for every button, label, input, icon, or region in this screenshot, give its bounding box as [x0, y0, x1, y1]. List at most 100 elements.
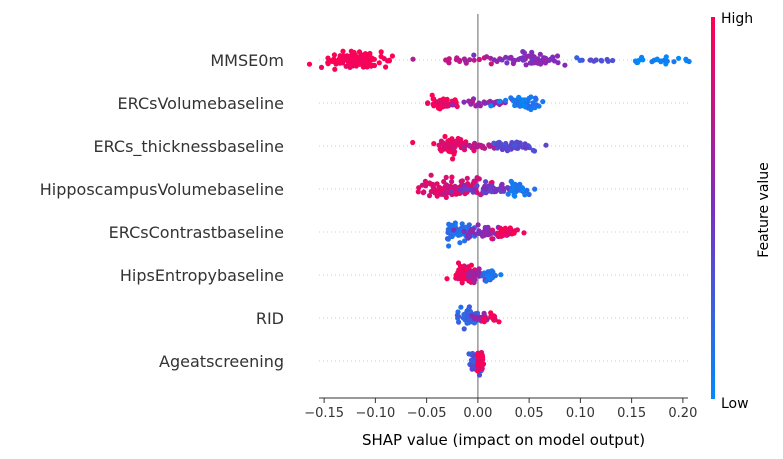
- shap-point: [488, 103, 494, 109]
- shap-point: [471, 279, 477, 286]
- shap-point: [489, 227, 496, 233]
- shap-point: [481, 315, 487, 322]
- shap-point: [344, 57, 351, 63]
- shap-point: [369, 57, 375, 63]
- colorbar-high-label: High: [721, 11, 753, 27]
- shap-point: [386, 58, 392, 64]
- shap-point: [480, 233, 486, 239]
- shap-point: [489, 182, 495, 189]
- shap-point: [498, 272, 504, 278]
- feature-labels: MMSE0m ERCsVolumebaseline ERCs_thicknessba…: [40, 51, 284, 371]
- shap-point: [461, 99, 467, 105]
- x-tick-label: 0.05: [515, 406, 544, 421]
- shap-point: [591, 58, 597, 64]
- shap-point: [523, 145, 529, 151]
- shap-point: [455, 276, 461, 282]
- shap-point: [445, 226, 451, 233]
- shap-point: [487, 98, 493, 104]
- shap-point: [458, 304, 464, 310]
- shap-point: [476, 228, 482, 234]
- shap-point: [471, 57, 477, 63]
- shap-point: [521, 230, 527, 236]
- shap-point: [491, 57, 497, 63]
- shap-point: [505, 191, 511, 197]
- shap-point: [470, 363, 476, 369]
- shap-point: [511, 230, 517, 236]
- shap-point: [482, 145, 488, 151]
- shap-point: [378, 49, 384, 55]
- shap-point: [504, 232, 510, 238]
- shap-point: [469, 312, 475, 319]
- shap-point: [425, 100, 431, 106]
- shap-point: [471, 52, 477, 58]
- shap-point: [389, 53, 395, 59]
- shap-point: [540, 99, 546, 105]
- shap-point: [362, 51, 368, 57]
- shap-point: [524, 187, 530, 193]
- shap-point: [495, 140, 501, 146]
- shap-point: [522, 192, 528, 198]
- shap-point: [505, 228, 511, 234]
- shap-point: [465, 306, 471, 312]
- shap-point: [434, 181, 440, 187]
- x-tick-label: −0.10: [355, 406, 395, 421]
- x-tick-label: 0.00: [463, 406, 492, 421]
- shap-point: [444, 189, 450, 195]
- shap-point: [331, 52, 337, 58]
- shap-point: [468, 262, 474, 268]
- shap-point: [427, 181, 433, 187]
- shap-point: [306, 61, 313, 67]
- shap-point: [522, 141, 528, 147]
- shap-point: [449, 174, 455, 180]
- shap-point: [514, 182, 520, 189]
- shap-point: [457, 186, 463, 192]
- shap-point: [454, 312, 460, 318]
- shap-point: [383, 64, 389, 70]
- shap-point: [654, 56, 660, 62]
- shap-point: [476, 56, 482, 63]
- x-tick-label: 0.20: [668, 406, 697, 421]
- shap-point: [426, 193, 433, 199]
- shap-point: [422, 178, 428, 184]
- shap-point: [474, 175, 480, 181]
- shap-point: [436, 142, 442, 148]
- shap-point: [640, 57, 646, 63]
- shap-point: [358, 55, 365, 61]
- shap-point: [463, 139, 469, 145]
- shap-point: [683, 56, 689, 62]
- shap-point: [457, 240, 463, 246]
- shap-point: [470, 143, 476, 149]
- shap-point: [498, 233, 504, 239]
- shap-point: [461, 228, 467, 235]
- shap-point: [348, 53, 354, 59]
- shap-points: [306, 48, 692, 378]
- shap-point: [528, 60, 535, 66]
- shap-point: [476, 362, 482, 368]
- shap-point: [461, 56, 467, 62]
- shap-point: [472, 273, 478, 279]
- shap-point: [528, 106, 534, 113]
- shap-point: [519, 99, 525, 105]
- shap-point: [318, 64, 325, 70]
- shap-point: [461, 263, 467, 269]
- shap-point: [499, 57, 505, 63]
- colorbar-low-label: Low: [721, 396, 749, 412]
- shap-point: [448, 143, 454, 149]
- shap-point: [361, 64, 367, 70]
- shap-point: [452, 222, 458, 228]
- shap-point: [476, 372, 483, 378]
- shap-point: [480, 273, 486, 279]
- shap-point: [446, 148, 452, 154]
- shap-point: [437, 98, 443, 104]
- shap-point: [499, 181, 505, 187]
- shap-point: [416, 185, 422, 191]
- shap-point: [562, 62, 568, 68]
- shap-point: [474, 351, 480, 357]
- shap-point: [464, 175, 470, 181]
- shap-point: [526, 191, 532, 198]
- x-axis-ticks: −0.15 −0.10 −0.05 0.00 0.05 0.10 0.15 0.20: [304, 398, 697, 421]
- shap-point: [508, 178, 514, 184]
- shap-point: [449, 136, 455, 142]
- feature-gridlines: [319, 59, 688, 362]
- shap-point: [663, 61, 669, 67]
